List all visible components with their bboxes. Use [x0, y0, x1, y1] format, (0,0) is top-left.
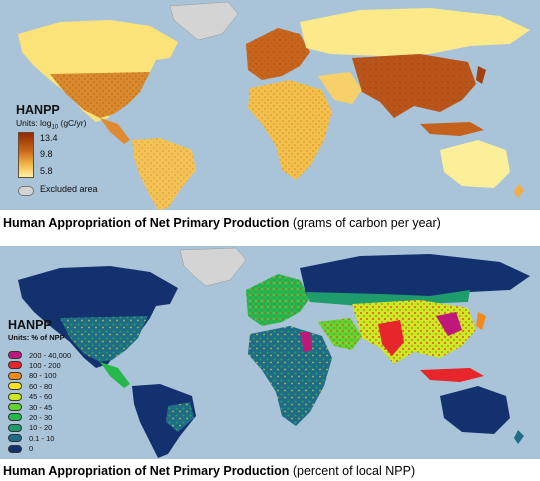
north-america: [18, 266, 178, 368]
australia: [440, 386, 510, 434]
legend-title: HANPP: [8, 318, 52, 332]
south-america: [132, 384, 196, 458]
legend-label: 0.1 - 10: [29, 433, 55, 443]
legend-label: 30 - 45: [29, 402, 53, 412]
legend-swatch: [8, 371, 22, 380]
central-america: [100, 118, 130, 144]
world-map-carbon: [18, 1, 530, 210]
legend-units: Units: log10 (gC/yr): [16, 118, 87, 131]
hanpp-percent-map: [0, 246, 540, 459]
russia: [300, 254, 530, 302]
central-america: [100, 362, 130, 388]
legend-label: 10 - 20: [29, 423, 53, 433]
excluded-label: Excluded area: [40, 184, 98, 194]
legend-swatch: [8, 361, 22, 370]
china-hotspot: [436, 312, 462, 336]
carbon-color-ramp: [18, 132, 34, 178]
new-zealand: [514, 430, 524, 444]
japan: [476, 66, 486, 84]
world-map-percent: [18, 247, 530, 458]
caption-percent: Human Appropriation of Net Primary Produ…: [3, 464, 416, 478]
legend-class: 0: [8, 444, 33, 454]
hanpp-carbon-map: [0, 0, 540, 210]
legend-swatch: [8, 444, 22, 453]
legend-swatch: [8, 423, 22, 432]
legend-class: 100 - 200: [8, 360, 61, 370]
greenland-excluded: [179, 247, 247, 287]
legend-swatch: [8, 382, 22, 391]
legend-class: 45 - 60: [8, 392, 52, 402]
legend-swatch: [8, 392, 22, 401]
legend-tick-mid: 9.8: [40, 149, 53, 159]
caption-carbon: Human Appropriation of Net Primary Produ…: [3, 216, 441, 230]
north-america: [18, 20, 178, 122]
legend-label: 200 - 40,000: [29, 350, 72, 360]
legend-swatch: [8, 413, 22, 422]
legend-class: 10 - 20: [8, 423, 52, 433]
japan: [476, 312, 486, 330]
legend-label: 20 - 30: [29, 412, 53, 422]
legend-tick-low: 5.8: [40, 166, 53, 176]
middle-east: [318, 72, 362, 104]
australia: [440, 140, 510, 188]
legend-label: 100 - 200: [29, 360, 61, 370]
indonesia: [420, 368, 484, 382]
greenland-excluded: [169, 1, 239, 41]
russia: [300, 8, 530, 56]
legend-label: 45 - 60: [29, 392, 53, 402]
legend-class: 200 - 40,000: [8, 350, 71, 360]
legend-title: HANPP: [16, 103, 60, 117]
excluded-swatch: [18, 186, 34, 196]
legend-swatch: [8, 434, 22, 443]
legend-class: 80 - 100: [8, 371, 57, 381]
legend-label: 80 - 100: [29, 371, 57, 381]
nile-region: [300, 332, 312, 352]
legend-tick-high: 13.4: [40, 133, 58, 143]
legend-swatch: [8, 351, 22, 359]
legend-label: 0: [29, 444, 34, 454]
legend-class: 20 - 30: [8, 412, 52, 422]
indonesia: [420, 122, 484, 136]
legend-label: 60 - 80: [29, 381, 53, 391]
new-zealand: [514, 184, 524, 198]
carbon-legend: HANPP Units: log10 (gC/yr) 13.4 9.8 5.8 …: [16, 103, 126, 199]
india-hotspot: [378, 320, 404, 356]
percent-legend: HANPP Units: % of NPP 200 - 40,000 100 - …: [8, 318, 118, 458]
legend-class: 30 - 45: [8, 402, 52, 412]
legend-swatch: [8, 403, 22, 411]
legend-class: 60 - 80: [8, 381, 52, 391]
legend-class: 0.1 - 10: [8, 433, 54, 443]
legend-units: Units: % of NPP: [8, 333, 65, 342]
